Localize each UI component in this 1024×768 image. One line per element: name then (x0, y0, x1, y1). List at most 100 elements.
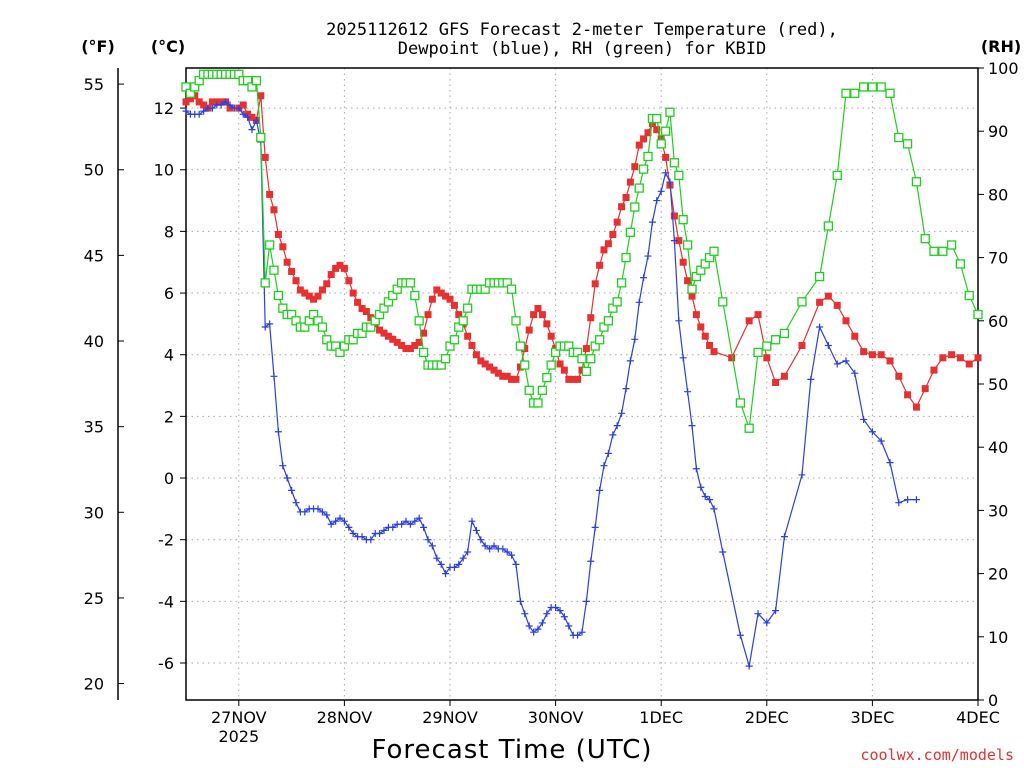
rh-point (506, 284, 517, 294)
2-meter-temperature-point (340, 264, 348, 272)
2-meter-temperature-point (675, 237, 683, 245)
dewpoint-point (591, 523, 599, 531)
dewpoint-point (587, 557, 595, 565)
rh-point (520, 360, 530, 370)
celsius-unit-label: (°C) (151, 37, 185, 56)
x-tick-label: 27NOV (211, 708, 267, 727)
2-meter-temperature-point (904, 391, 912, 399)
rh-point (515, 341, 526, 351)
rh-point (410, 290, 420, 301)
dewpoint-point (406, 520, 414, 528)
2-meter-temperature-point (868, 351, 876, 359)
dewpoint-point (468, 517, 476, 525)
dewpoint-point (327, 520, 335, 528)
dewpoint-point (780, 533, 788, 541)
2-meter-temperature-point (428, 295, 436, 303)
rh-point (643, 151, 653, 162)
2-meter-temperature-point (569, 375, 577, 383)
dewpoint-point (653, 197, 661, 205)
axis-layer: -6-4-20246810122025303540455055010203040… (84, 59, 1019, 746)
chart-subtitle: Dewpoint (blue), RH (green) for KBID (398, 39, 766, 59)
rh-point (902, 139, 913, 149)
2-meter-temperature-point (886, 357, 894, 365)
rh-point (418, 347, 429, 358)
dewpoint-point (754, 610, 762, 618)
rh-point (929, 246, 939, 256)
2-meter-temperature-point (895, 372, 903, 380)
2-meter-temperature-point (798, 341, 806, 349)
dewpoint-point (486, 545, 494, 553)
celsius-tick-label: -6 (158, 654, 174, 673)
dewpoint-point (208, 104, 216, 112)
2-meter-temperature-point (323, 280, 331, 288)
2-meter-temperature-point (921, 385, 929, 393)
dewpoint-point (222, 98, 230, 106)
2-meter-temperature-point (200, 101, 208, 109)
dewpoint-point (358, 533, 366, 541)
2-meter-temperature-point (442, 292, 450, 300)
series-layer (181, 69, 983, 670)
chart-title: 2025112612 GFS Forecast 2-meter Temperat… (326, 20, 838, 40)
2-meter-temperature-point (635, 141, 643, 149)
dewpoint-point (512, 560, 520, 568)
dewpoint-point (332, 517, 340, 525)
dewpoint-point (525, 622, 533, 630)
2-meter-temperature-point (912, 403, 920, 411)
rh-point (832, 170, 842, 181)
dewpoint-point (842, 357, 850, 365)
dewpoint-point (340, 517, 348, 525)
dewpoint-point (538, 619, 546, 627)
2-meter-temperature-point (692, 311, 700, 319)
dewpoint-point (684, 388, 692, 396)
rh-point (414, 316, 424, 326)
fahrenheit-tick-label: 50 (84, 161, 104, 180)
dewpoint-point (182, 107, 190, 115)
rh-tick-label: 60 (988, 312, 1008, 331)
rh-point (885, 88, 895, 98)
dewpoint-point (433, 554, 441, 562)
2-meter-temperature-point (318, 286, 326, 294)
dewpoint-point (622, 385, 630, 393)
fahrenheit-tick-label: 45 (84, 246, 104, 265)
dewpoint-point (292, 499, 300, 507)
2-meter-temperature-point (604, 240, 612, 248)
rh-point (586, 354, 596, 364)
2-meter-temperature-point (662, 153, 670, 161)
2-meter-temperature-point (336, 261, 344, 269)
2-meter-temperature-point (354, 298, 362, 306)
rh-point (269, 265, 279, 275)
2-meter-temperature-point (292, 277, 300, 285)
rh-point (260, 278, 270, 288)
rh-point (511, 316, 521, 326)
dewpoint-point (816, 323, 824, 331)
rh-unit-label: (RH) (981, 37, 1021, 56)
rh-point (920, 233, 930, 244)
celsius-tick-label: 12 (154, 99, 174, 118)
2-meter-temperature-point (389, 335, 397, 343)
dewpoint-point (626, 357, 634, 365)
dewpoint-point (402, 517, 410, 525)
2-meter-temperature-point (279, 243, 287, 251)
fahrenheit-tick-label: 55 (84, 75, 104, 94)
2-meter-temperature-point (446, 295, 454, 303)
fahrenheit-tick-label: 20 (84, 675, 104, 694)
dewpoint-point (688, 422, 696, 430)
rh-point (524, 385, 534, 395)
2-meter-temperature-point (327, 271, 335, 279)
2-meter-temperature-point (657, 135, 665, 143)
2-meter-temperature-point (393, 338, 401, 346)
2-meter-temperature-point (455, 311, 463, 319)
2-meter-temperature-point (301, 289, 309, 297)
rh-point (537, 385, 548, 395)
2-meter-temperature-point (182, 98, 190, 106)
dewpoint-point (459, 554, 467, 562)
2-meter-temperature-point (384, 332, 392, 340)
dewpoint-point (455, 560, 463, 568)
2-meter-temperature-point (261, 153, 269, 161)
2-meter-temperature-point (345, 277, 353, 285)
x-tick-label: 1DEC (639, 708, 683, 727)
2-meter-temperature-point (877, 351, 885, 359)
dewpoint-point (772, 607, 780, 615)
2-meter-temperature-point (424, 311, 432, 319)
